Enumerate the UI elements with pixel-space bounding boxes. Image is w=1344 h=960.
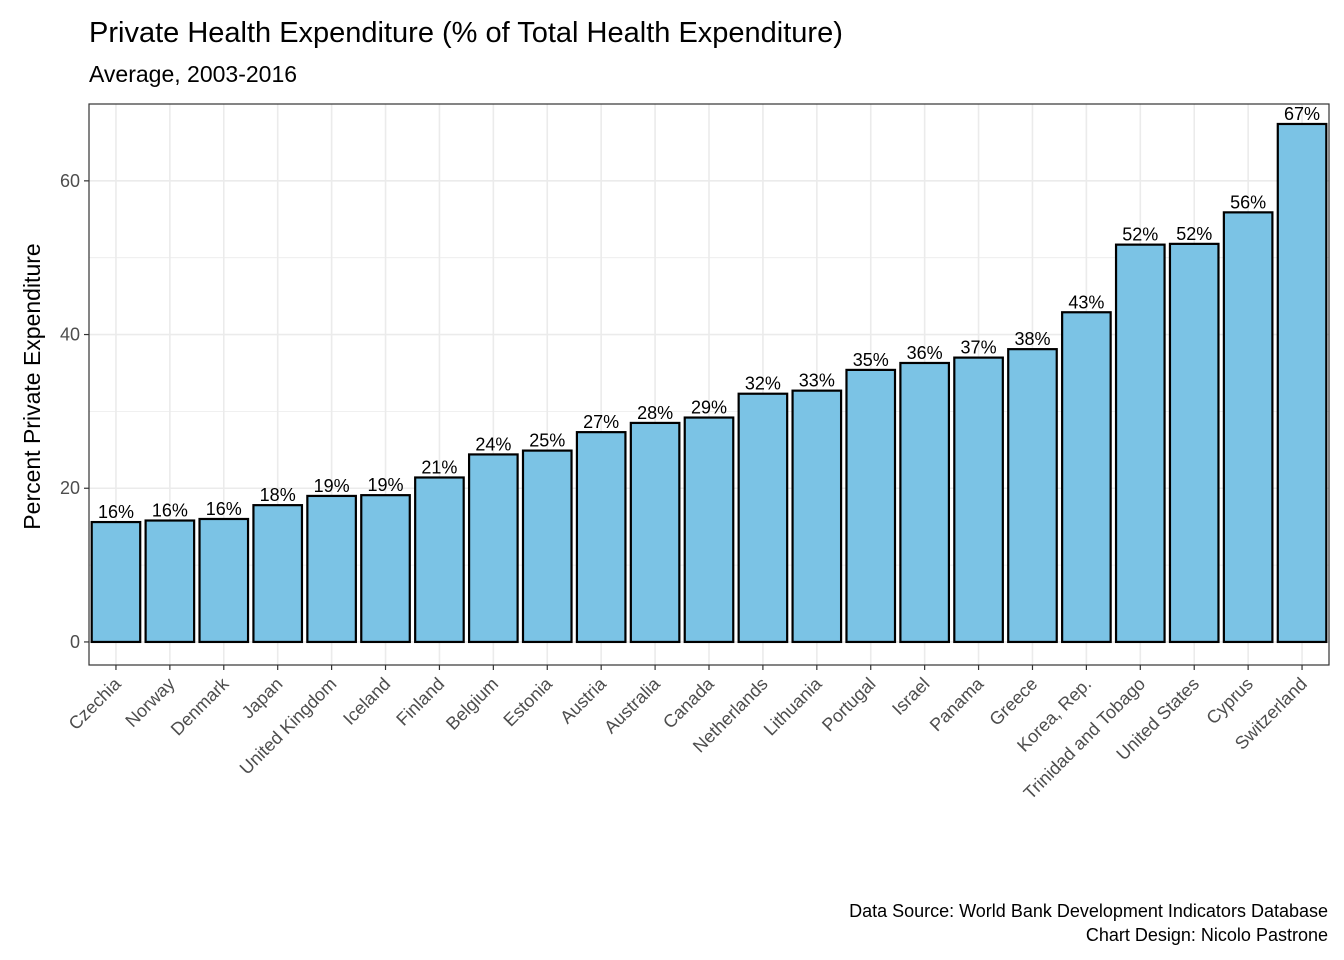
bar xyxy=(683,416,735,644)
x-tick-label: Japan xyxy=(238,674,287,723)
y-axis-title: Percent Private Expenditure xyxy=(19,243,45,529)
bar xyxy=(90,520,142,644)
x-tick-label: Lithuania xyxy=(760,673,827,740)
bar xyxy=(899,361,951,644)
bar-value-label: 16% xyxy=(152,501,188,521)
bar xyxy=(467,453,519,644)
bar xyxy=(575,431,627,644)
x-tick-label: Austria xyxy=(556,673,610,727)
chart-subtitle: Average, 2003-2016 xyxy=(89,61,297,87)
bar-value-label: 43% xyxy=(1068,292,1104,312)
x-tick-label: United Kingdom xyxy=(236,674,341,779)
bar-value-label: 33% xyxy=(799,371,835,391)
bar-value-label: 19% xyxy=(368,475,404,495)
bar-value-label: 67% xyxy=(1284,104,1320,124)
bar-value-label: 24% xyxy=(475,434,511,454)
bar xyxy=(629,421,681,644)
y-tick-label: 0 xyxy=(70,632,80,652)
bar xyxy=(791,389,843,644)
bar xyxy=(953,356,1004,644)
bar-value-label: 16% xyxy=(206,499,242,519)
bar-value-label: 56% xyxy=(1230,192,1266,212)
bar-value-label: 28% xyxy=(637,403,673,423)
bar-value-label: 35% xyxy=(853,350,889,370)
x-tick-label: Czechia xyxy=(65,673,126,734)
bar-value-label: 52% xyxy=(1176,224,1212,244)
y-axis: 0 20 40 60 xyxy=(60,171,89,652)
x-tick-label: Estonia xyxy=(499,673,556,730)
x-tick-label: Israel xyxy=(888,674,933,719)
bar xyxy=(1114,243,1166,644)
y-tick-label: 60 xyxy=(60,171,80,191)
bar xyxy=(521,449,573,644)
x-tick-label: Belgium xyxy=(442,674,502,734)
y-tick-label: 40 xyxy=(60,325,80,345)
bar-value-label: 16% xyxy=(98,502,134,522)
bar xyxy=(1276,122,1328,644)
bar xyxy=(1222,211,1274,644)
bar xyxy=(360,494,411,644)
x-tick-label: Panama xyxy=(926,673,988,735)
bar xyxy=(198,517,250,644)
bar-value-label: 37% xyxy=(961,338,997,358)
bar-value-label: 25% xyxy=(529,431,565,451)
x-tick-label: Finland xyxy=(392,674,448,730)
bar xyxy=(845,368,897,644)
bar xyxy=(414,476,465,644)
bar xyxy=(1168,242,1220,644)
x-tick-label: Portugal xyxy=(818,674,880,736)
bar-value-label: 32% xyxy=(745,374,781,394)
y-tick-label: 20 xyxy=(60,478,80,498)
bar-value-label: 52% xyxy=(1122,225,1158,245)
x-tick-label: Cyprus xyxy=(1203,674,1257,728)
bars xyxy=(90,122,1328,644)
bar-value-label: 38% xyxy=(1014,329,1050,349)
bar xyxy=(1007,348,1058,644)
caption-design: Chart Design: Nicolo Pastrone xyxy=(1086,925,1328,945)
bar-value-label: 18% xyxy=(260,485,296,505)
bar xyxy=(306,494,357,644)
bar-value-label: 29% xyxy=(691,398,727,418)
caption-source: Data Source: World Bank Development Indi… xyxy=(849,901,1328,921)
x-tick-label: Denmark xyxy=(167,673,233,739)
bar xyxy=(144,519,196,644)
x-tick-label: Iceland xyxy=(339,674,394,729)
bar xyxy=(252,504,304,644)
bar-value-label: 27% xyxy=(583,412,619,432)
bar-labels: 16% 16% 16% 18% 19% 19% 21% 24% 25% 27% 28% 29% 32% 3… xyxy=(98,104,1320,522)
bar-value-label: 19% xyxy=(314,476,350,496)
bar xyxy=(737,392,789,644)
chart-title: Private Health Expenditure (% of Total H… xyxy=(89,17,843,49)
bar-value-label: 36% xyxy=(907,343,943,363)
bar xyxy=(1061,311,1112,644)
bar-value-label: 21% xyxy=(421,457,457,477)
x-tick-label: Australia xyxy=(600,673,664,737)
